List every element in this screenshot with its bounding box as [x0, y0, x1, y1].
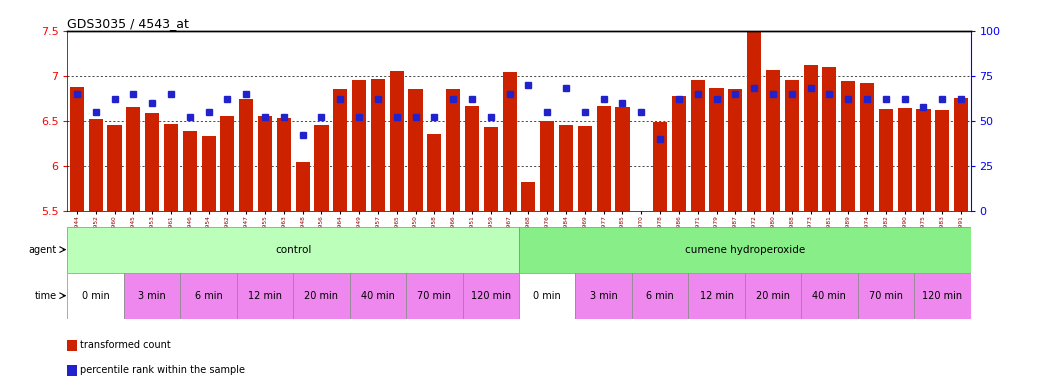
Text: 70 min: 70 min: [417, 291, 452, 301]
Bar: [67, 227, 519, 273]
Text: cumene hydroperoxide: cumene hydroperoxide: [685, 245, 804, 255]
Bar: [484, 127, 498, 211]
Text: 70 min: 70 min: [869, 291, 903, 301]
Bar: [463, 273, 519, 319]
Text: transformed count: transformed count: [80, 340, 171, 350]
Bar: [634, 211, 649, 218]
Bar: [597, 106, 610, 211]
Bar: [935, 110, 950, 211]
Bar: [879, 109, 893, 211]
Bar: [559, 126, 573, 211]
Bar: [181, 273, 237, 319]
Bar: [389, 71, 404, 211]
Bar: [822, 67, 837, 211]
Bar: [371, 79, 385, 211]
Bar: [446, 89, 460, 211]
Text: percentile rank within the sample: percentile rank within the sample: [80, 365, 245, 375]
Bar: [519, 227, 971, 273]
Bar: [688, 273, 745, 319]
Bar: [220, 116, 235, 211]
Bar: [428, 134, 441, 211]
Bar: [145, 113, 159, 211]
Text: 6 min: 6 min: [195, 291, 222, 301]
Text: 40 min: 40 min: [361, 291, 394, 301]
Bar: [315, 124, 328, 211]
Bar: [745, 273, 801, 319]
Text: 0 min: 0 min: [82, 291, 110, 301]
Bar: [747, 19, 761, 211]
Bar: [861, 83, 874, 211]
Bar: [502, 72, 517, 211]
Bar: [519, 273, 575, 319]
Text: agent: agent: [28, 245, 57, 255]
Bar: [67, 365, 77, 376]
Bar: [690, 80, 705, 211]
Bar: [124, 273, 181, 319]
Bar: [578, 126, 592, 211]
Text: 20 min: 20 min: [756, 291, 790, 301]
Bar: [406, 273, 463, 319]
Bar: [127, 108, 140, 211]
Text: 3 min: 3 min: [138, 291, 166, 301]
Bar: [672, 96, 686, 211]
Bar: [465, 106, 479, 211]
Text: 40 min: 40 min: [813, 291, 846, 301]
Bar: [785, 80, 799, 211]
Bar: [898, 108, 911, 211]
Bar: [841, 81, 855, 211]
Bar: [575, 273, 632, 319]
Bar: [954, 98, 968, 211]
Bar: [801, 273, 857, 319]
Bar: [766, 70, 780, 211]
Bar: [239, 99, 253, 211]
Text: time: time: [34, 291, 57, 301]
Bar: [333, 89, 348, 211]
Bar: [857, 273, 914, 319]
Bar: [653, 122, 667, 211]
Bar: [803, 65, 818, 211]
Text: 0 min: 0 min: [534, 291, 562, 301]
Bar: [277, 118, 291, 211]
Bar: [729, 89, 742, 211]
Text: 20 min: 20 min: [304, 291, 338, 301]
Bar: [917, 109, 930, 211]
Bar: [67, 273, 124, 319]
Text: 6 min: 6 min: [647, 291, 674, 301]
Bar: [710, 88, 723, 211]
Text: control: control: [275, 245, 311, 255]
Bar: [296, 162, 309, 211]
Bar: [88, 119, 103, 211]
Text: 120 min: 120 min: [470, 291, 511, 301]
Bar: [540, 121, 554, 211]
Bar: [616, 108, 629, 211]
Bar: [293, 273, 350, 319]
Text: 12 min: 12 min: [248, 291, 282, 301]
Bar: [632, 273, 688, 319]
Text: 3 min: 3 min: [590, 291, 618, 301]
Bar: [164, 124, 177, 211]
Bar: [258, 116, 272, 211]
Text: 120 min: 120 min: [922, 291, 962, 301]
Text: 12 min: 12 min: [700, 291, 734, 301]
Bar: [108, 124, 121, 211]
Bar: [67, 339, 77, 351]
Bar: [350, 273, 406, 319]
Bar: [521, 182, 536, 211]
Bar: [70, 87, 84, 211]
Bar: [237, 273, 294, 319]
Bar: [201, 136, 216, 211]
Bar: [409, 89, 422, 211]
Bar: [352, 80, 366, 211]
Text: GDS3035 / 4543_at: GDS3035 / 4543_at: [67, 17, 189, 30]
Bar: [914, 273, 971, 319]
Bar: [183, 131, 197, 211]
